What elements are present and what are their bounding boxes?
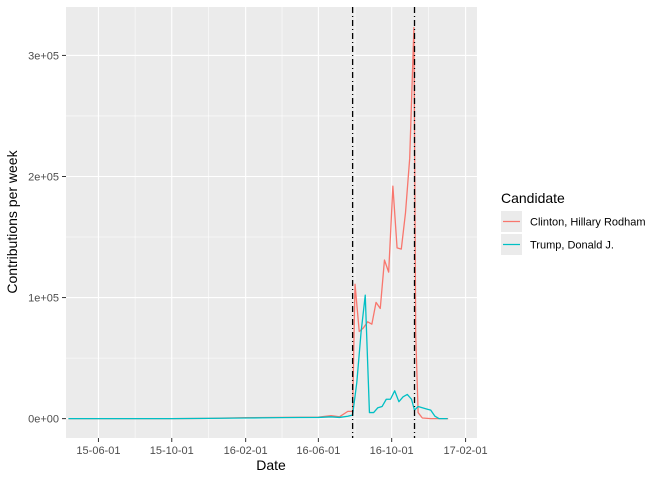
legend: Candidate Clinton, Hillary Rodham Trump, …	[501, 190, 646, 255]
x-tick-label: 15-10-01	[150, 445, 194, 457]
x-axis: 15-06-01 15-10-01 16-02-01 16-06-01 16-10-01…	[76, 438, 488, 457]
y-tick-label: 1e+05	[28, 293, 59, 305]
plot-panel	[66, 7, 477, 438]
x-tick-label: 16-06-01	[296, 445, 340, 457]
y-tick-label: 0e+00	[28, 414, 59, 426]
legend-title: Candidate	[501, 190, 565, 206]
x-axis-title: Date	[256, 457, 286, 473]
x-tick-label: 17-02-01	[444, 445, 488, 457]
x-tick-label: 15-06-01	[76, 445, 120, 457]
x-tick-label: 16-02-01	[224, 445, 268, 457]
legend-label: Clinton, Hillary Rodham	[530, 217, 646, 229]
y-tick-label: 3e+05	[28, 50, 59, 62]
y-axis: 0e+00 1e+05 2e+05 3e+05	[28, 50, 66, 426]
major-gridlines	[66, 7, 477, 438]
y-axis-title: Contributions per week	[4, 149, 20, 293]
y-tick-label: 2e+05	[28, 171, 59, 183]
minor-gridlines	[66, 7, 477, 438]
legend-label: Trump, Donald J.	[530, 240, 614, 252]
series-line	[68, 294, 448, 420]
x-tick-label: 16-10-01	[370, 445, 414, 457]
